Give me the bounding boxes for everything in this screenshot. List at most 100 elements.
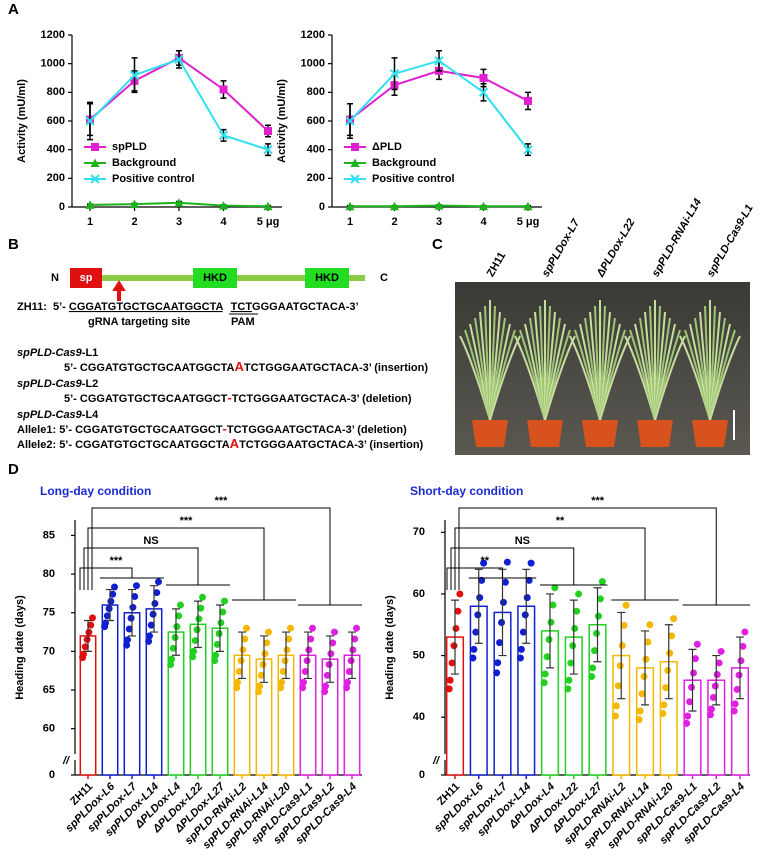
point <box>496 639 504 647</box>
point <box>352 624 360 632</box>
point <box>521 611 529 619</box>
point <box>168 655 176 663</box>
line-name-italic: spPLD-Cas9 <box>17 347 83 359</box>
bracket <box>458 507 750 606</box>
point <box>446 676 454 684</box>
x-tick-label: 4 <box>220 216 227 228</box>
point <box>591 647 599 655</box>
point <box>684 712 692 720</box>
point <box>691 655 699 663</box>
point <box>503 558 511 566</box>
bar <box>101 604 119 776</box>
point <box>476 594 484 602</box>
x-tick-label: 2 <box>131 216 137 228</box>
y-axis-label: Heading date (days) <box>384 595 396 700</box>
point <box>493 669 501 677</box>
pot <box>472 420 508 447</box>
point <box>105 605 113 613</box>
error-bar <box>84 619 92 652</box>
y-tick-label: 65 <box>43 684 55 696</box>
point <box>327 650 335 658</box>
point <box>540 679 548 687</box>
x-tick-label: 1 <box>87 216 93 228</box>
point <box>146 632 154 640</box>
point <box>731 700 739 708</box>
point <box>480 559 488 567</box>
point <box>450 642 458 650</box>
y-tick-label: 800 <box>307 86 325 98</box>
point <box>151 599 159 607</box>
point <box>234 678 242 686</box>
y-tick-label: 0 <box>49 769 55 781</box>
edit: A <box>230 436 240 451</box>
point <box>636 707 644 715</box>
point <box>688 683 696 691</box>
edit: - <box>223 421 227 436</box>
point <box>347 657 355 665</box>
point <box>237 657 245 665</box>
error-bar <box>348 631 356 680</box>
line-name-italic: spPLD-Cas9 <box>17 378 83 390</box>
point <box>308 624 316 632</box>
point <box>686 698 694 706</box>
point <box>190 647 198 655</box>
seq: 5’- <box>53 301 69 313</box>
point <box>569 642 577 650</box>
point <box>285 635 293 643</box>
seq: 5’- CGGATGTGCTGCAATGGCTA <box>59 439 230 451</box>
seq: TCTGGGAATGCTACA-3’ (deletion) <box>232 393 412 405</box>
seq: TCTGGGAATGCTACA-3’ (insertion) <box>244 362 428 374</box>
point <box>279 667 287 675</box>
point <box>189 653 197 661</box>
target-arrow <box>112 280 126 301</box>
point <box>659 709 667 717</box>
point <box>125 625 133 633</box>
point <box>549 601 557 609</box>
x-tick-label: 2 <box>391 216 397 228</box>
pam-label: PAM <box>231 316 255 328</box>
panel-label: C <box>432 236 443 253</box>
point <box>616 662 624 670</box>
line-name-italic: spPLD-Cas9 <box>17 409 83 421</box>
point <box>642 655 650 663</box>
point <box>169 644 177 652</box>
point <box>259 661 267 669</box>
mutant-sequence: Allele1: 5’- CGGATGTGCTGCAATGGCT-TCTGGGA… <box>17 421 407 436</box>
point <box>212 651 220 659</box>
point <box>472 628 480 636</box>
point <box>305 646 313 654</box>
marker <box>524 96 532 105</box>
x-tick-label: 4 <box>480 216 487 228</box>
seq: 5’- CGGATGTGCTGCAATGGCTA <box>64 362 235 374</box>
y-tick-label: 600 <box>47 115 65 127</box>
point <box>494 659 502 667</box>
y-tick-label: 800 <box>47 86 65 98</box>
error-bar <box>451 599 459 675</box>
point <box>171 633 179 641</box>
line-name: spPLD-Cas9-L4 <box>17 409 99 421</box>
marker <box>218 130 229 141</box>
point <box>638 690 646 698</box>
axis-break-gap <box>70 754 80 760</box>
point <box>713 670 721 678</box>
pot <box>692 420 728 447</box>
mutant-sequence: 5’- CGGATGTGCTGCAATGGCT-TCTGGGAATGCTACA-… <box>64 390 412 405</box>
bracket <box>450 547 608 590</box>
point <box>640 673 648 681</box>
domain-label: sp <box>80 272 93 284</box>
y-tick-label: 40 <box>413 711 425 723</box>
point <box>110 583 118 591</box>
error-bar <box>172 608 180 656</box>
panel-label: B <box>8 236 19 253</box>
point <box>131 593 139 601</box>
point <box>565 676 573 684</box>
error-bar <box>664 624 673 700</box>
point <box>213 640 221 648</box>
legend-marker <box>90 158 100 167</box>
point <box>255 688 263 696</box>
point <box>197 604 205 612</box>
error-bar <box>569 599 578 675</box>
point <box>211 657 219 665</box>
y-axis-label: Activity (mU/ml) <box>276 79 288 163</box>
point <box>454 607 462 615</box>
